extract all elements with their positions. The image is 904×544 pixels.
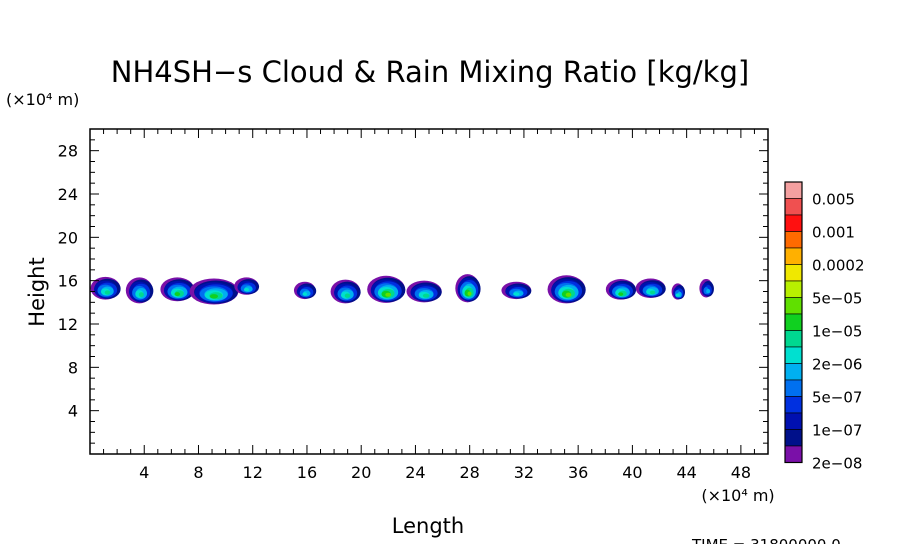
colorbar-swatch bbox=[784, 313, 803, 331]
cloud-layer bbox=[104, 290, 111, 295]
x-tick-label: 36 bbox=[568, 463, 588, 482]
y-tick-label: 16 bbox=[58, 272, 78, 291]
x-tick-label: 20 bbox=[351, 463, 371, 482]
cloud-layer bbox=[706, 289, 711, 294]
colorbar-swatch bbox=[784, 396, 803, 414]
colorbar-label: 2e−08 bbox=[812, 455, 862, 473]
cloud-blob bbox=[671, 283, 686, 300]
cloud-layer bbox=[422, 293, 430, 298]
colorbar: 0.005 0.001 0.0002 5e−05 1e−05 2e−06 5e−07 1e−0… bbox=[784, 181, 865, 473]
x-tick-label: 28 bbox=[460, 463, 480, 482]
colorbar-swatch bbox=[784, 181, 803, 199]
cloud-layer bbox=[209, 294, 219, 299]
y-tick-label: 12 bbox=[58, 315, 78, 334]
cloud-blob bbox=[293, 281, 317, 300]
x-tick-label: 4 bbox=[139, 463, 149, 482]
colorbar-label: 1e−05 bbox=[812, 323, 862, 341]
colorbar-label: 5e−07 bbox=[812, 389, 862, 407]
cloud-blob bbox=[455, 274, 481, 303]
cloud-layer bbox=[385, 292, 392, 297]
x-tick-label: 8 bbox=[193, 463, 203, 482]
cloud-layer bbox=[138, 292, 144, 298]
y-tick-label: 24 bbox=[58, 185, 78, 204]
colorbar-swatch bbox=[784, 280, 803, 298]
colorbar-swatch bbox=[784, 330, 803, 348]
y-axis-label: Height bbox=[25, 257, 49, 326]
cloud-layer bbox=[649, 290, 656, 295]
y-tick-label: 8 bbox=[68, 358, 78, 377]
colorbar-swatch bbox=[784, 379, 803, 397]
y-tick-label: 20 bbox=[58, 228, 78, 247]
colorbar-swatch bbox=[784, 297, 803, 315]
cloud-blob bbox=[635, 278, 666, 298]
cloud-blob bbox=[547, 275, 586, 304]
x-tick-label: 12 bbox=[243, 463, 263, 482]
x-tick-label: 40 bbox=[622, 463, 642, 482]
x-tick-label: 48 bbox=[731, 463, 751, 482]
colorbar-swatch bbox=[784, 198, 803, 216]
colorbar-swatch bbox=[784, 429, 803, 447]
cloud-layer bbox=[467, 291, 472, 296]
x-axis-label: Length bbox=[392, 514, 464, 538]
cloud-layer bbox=[618, 292, 624, 296]
cloud-blob bbox=[234, 277, 260, 295]
colorbar-swatch bbox=[784, 264, 803, 282]
cloud-layer bbox=[344, 293, 351, 298]
cloud-layer bbox=[243, 287, 250, 292]
time-label: TIME = 31800000.0 bbox=[691, 536, 841, 544]
colorbar-label: 0.001 bbox=[812, 224, 855, 242]
colorbar-swatch bbox=[784, 247, 803, 265]
cloud-blob bbox=[125, 277, 154, 304]
colorbar-swatch bbox=[784, 445, 803, 463]
colorbar-swatch bbox=[784, 231, 803, 249]
cloud-layer bbox=[675, 293, 680, 297]
colorbar-swatch bbox=[784, 363, 803, 381]
x-tick-label: 44 bbox=[676, 463, 696, 482]
x-unit-label: (×10⁴ m) bbox=[701, 486, 774, 505]
x-tick-label: 24 bbox=[405, 463, 425, 482]
cloud-blob bbox=[330, 279, 361, 304]
cloud-blob bbox=[189, 278, 239, 305]
cloud-blob bbox=[406, 280, 442, 303]
x-tick-label: 16 bbox=[297, 463, 317, 482]
cloud-blob bbox=[699, 279, 714, 298]
cloud-blob bbox=[90, 276, 121, 300]
colorbar-swatch bbox=[784, 412, 803, 430]
cloud-layer bbox=[302, 292, 308, 296]
cloud-blob bbox=[367, 275, 406, 303]
cloud-layer bbox=[565, 292, 572, 297]
colorbar-label: 0.005 bbox=[812, 191, 855, 209]
y-tick-label: 4 bbox=[68, 402, 78, 421]
colorbar-label: 1e−07 bbox=[812, 422, 862, 440]
cloud-layer bbox=[513, 292, 520, 296]
y-unit-label: (×10⁴ m) bbox=[6, 90, 79, 109]
colorbar-frame bbox=[784, 181, 803, 464]
colorbar-swatch bbox=[784, 346, 803, 364]
chart-title: NH4SH−s Cloud & Rain Mixing Ratio [kg/kg… bbox=[111, 55, 749, 89]
cloud-blob bbox=[605, 279, 637, 300]
cloud-blob bbox=[160, 277, 195, 302]
cloud-blob bbox=[501, 281, 532, 300]
colorbar-label: 0.0002 bbox=[812, 257, 865, 275]
x-tick-label: 32 bbox=[514, 463, 534, 482]
colorbar-label: 5e−05 bbox=[812, 290, 862, 308]
colorbar-swatch bbox=[784, 214, 803, 232]
y-tick-label: 28 bbox=[58, 142, 78, 161]
cloud-layer bbox=[174, 292, 181, 297]
colorbar-label: 2e−06 bbox=[812, 356, 862, 374]
